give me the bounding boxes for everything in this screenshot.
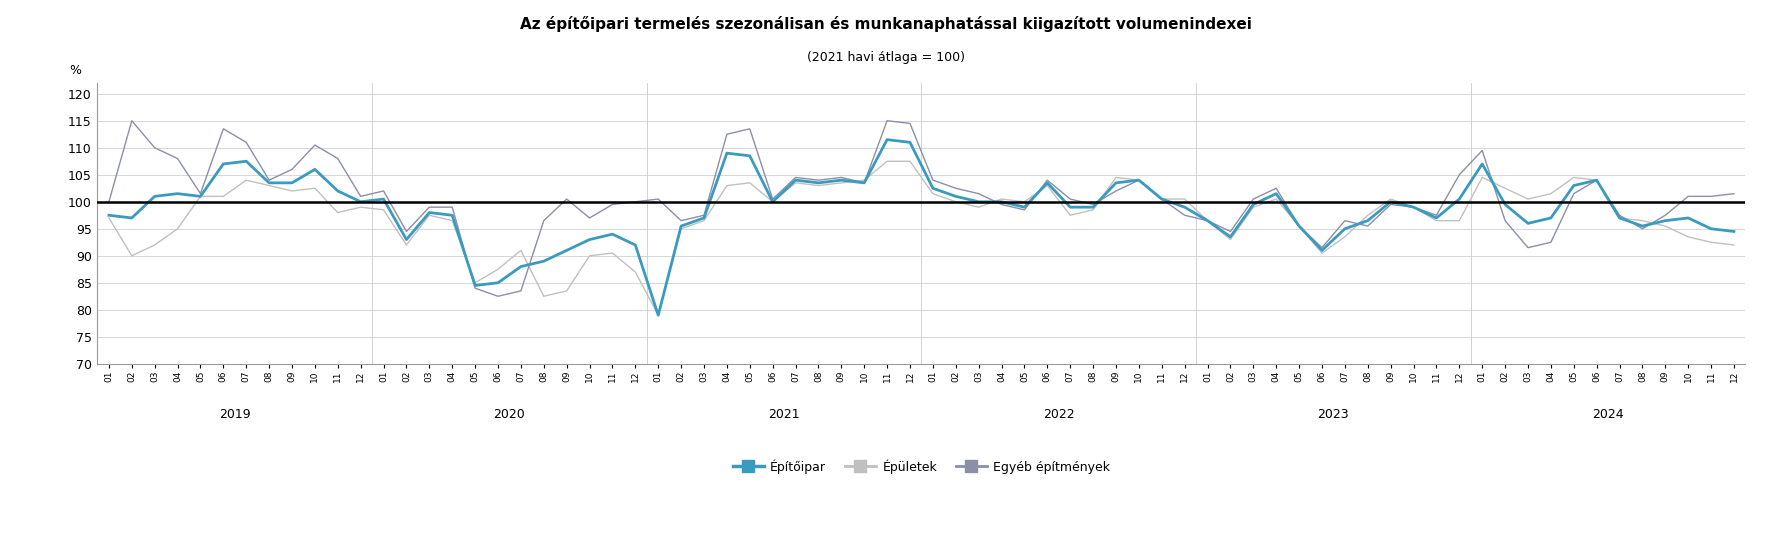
Legend: Építőipar, Épületek, Egyéb építmények: Építőipar, Épületek, Egyéb építmények [728, 454, 1115, 479]
Text: 2022: 2022 [1044, 408, 1074, 421]
Text: 2021: 2021 [769, 408, 799, 421]
Text: Az építőipari termelés szezonálisan és munkanaphatással kiigazított volumenindex: Az építőipari termelés szezonálisan és m… [519, 16, 1253, 32]
Text: %: % [69, 64, 82, 77]
Text: 2024: 2024 [1593, 408, 1623, 421]
Text: (2021 havi átlaga = 100): (2021 havi átlaga = 100) [806, 51, 966, 64]
Text: 2019: 2019 [220, 408, 250, 421]
Text: 2020: 2020 [494, 408, 525, 421]
Text: 2023: 2023 [1318, 408, 1348, 421]
